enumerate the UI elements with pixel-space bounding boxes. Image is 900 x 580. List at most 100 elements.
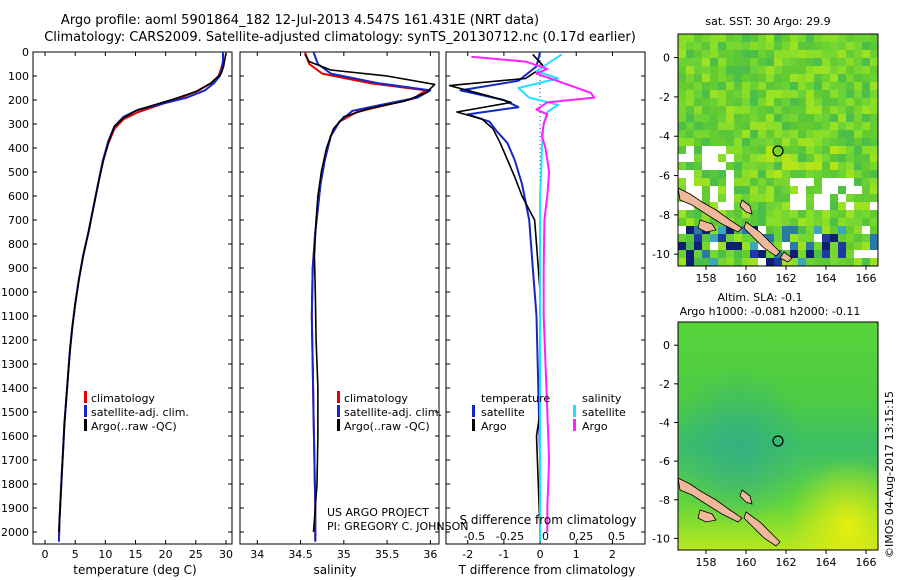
sst-cell bbox=[798, 154, 806, 162]
sst-cell bbox=[814, 178, 822, 186]
sst-cell bbox=[718, 50, 726, 58]
sst-cell bbox=[790, 106, 798, 114]
sst-cell bbox=[846, 242, 854, 250]
sst-cell bbox=[774, 138, 782, 146]
sst-cell bbox=[814, 114, 822, 122]
sst-cell bbox=[758, 50, 766, 58]
sst-cell bbox=[790, 82, 798, 90]
sst-cell bbox=[750, 34, 758, 42]
sla-map-subtitle: Argo h1000: -0.081 h2000: -0.11 bbox=[680, 305, 861, 318]
sst-cell bbox=[846, 226, 854, 234]
legend-label-t-satellite: satellite bbox=[481, 406, 525, 419]
sst-cell bbox=[718, 98, 726, 106]
sst-cell bbox=[758, 66, 766, 74]
sst-cell bbox=[830, 154, 838, 162]
sst-cell bbox=[830, 242, 838, 250]
sst-cell bbox=[798, 138, 806, 146]
sst-cell bbox=[838, 58, 846, 66]
sst-cell bbox=[750, 258, 758, 266]
sst-cell bbox=[822, 258, 830, 266]
sst-cell bbox=[718, 250, 726, 258]
sst-cell bbox=[774, 162, 782, 170]
sst-cell bbox=[862, 146, 870, 154]
sst-cell bbox=[750, 210, 758, 218]
sst-cell bbox=[846, 130, 854, 138]
sst-cell bbox=[750, 106, 758, 114]
sst-cell bbox=[774, 258, 782, 266]
sst-cell bbox=[718, 202, 726, 210]
sst-cell bbox=[726, 82, 734, 90]
sst-cell bbox=[766, 258, 774, 266]
sst-cell bbox=[750, 66, 758, 74]
sst-cell bbox=[694, 50, 702, 58]
sst-cell bbox=[838, 226, 846, 234]
latitude-label: -4 bbox=[659, 416, 670, 429]
sst-cell bbox=[830, 210, 838, 218]
sst-cell bbox=[862, 74, 870, 82]
sst-cell bbox=[766, 178, 774, 186]
header-subtitle: Climatology: CARS2009. Satellite-adjuste… bbox=[44, 30, 636, 45]
sst-cell bbox=[790, 218, 798, 226]
sst-cell bbox=[862, 186, 870, 194]
x-tick-label: 30 bbox=[219, 548, 233, 561]
sst-cell bbox=[814, 130, 822, 138]
sst-cell bbox=[774, 66, 782, 74]
sst-cell bbox=[718, 146, 726, 154]
sst-cell bbox=[758, 218, 766, 226]
island-shape bbox=[678, 187, 743, 233]
sst-cell bbox=[862, 58, 870, 66]
sst-cell bbox=[686, 58, 694, 66]
sst-cell bbox=[814, 58, 822, 66]
sst-cell bbox=[742, 58, 750, 66]
sst-cell bbox=[750, 58, 758, 66]
sst-cell bbox=[702, 162, 710, 170]
sst-cell bbox=[854, 258, 862, 266]
latitude-label: 0 bbox=[663, 339, 670, 352]
depth-tick-label: 100 bbox=[8, 70, 29, 83]
sst-cell bbox=[750, 178, 758, 186]
sst-cell bbox=[694, 74, 702, 82]
sst-cell bbox=[806, 138, 814, 146]
sst-cell bbox=[718, 170, 726, 178]
sst-cell bbox=[758, 258, 766, 266]
sst-cell bbox=[686, 106, 694, 114]
island-shape bbox=[697, 509, 717, 523]
sst-cell bbox=[766, 74, 774, 82]
sst-cell bbox=[806, 130, 814, 138]
sst-cell bbox=[742, 42, 750, 50]
sla-map-title: Altim. SLA: -0.1 bbox=[717, 291, 802, 304]
sst-cell bbox=[710, 90, 718, 98]
series-line-satellite-adj-clim- bbox=[310, 52, 432, 542]
sst-cell bbox=[870, 210, 878, 218]
sst-cell bbox=[726, 210, 734, 218]
imos-timestamp: ©IMOS 04-Aug-2017 13:15:15 bbox=[883, 391, 896, 558]
x-tick-label: 1 bbox=[573, 548, 580, 561]
sst-cell bbox=[830, 162, 838, 170]
sst-cell bbox=[854, 226, 862, 234]
sst-cell bbox=[734, 114, 742, 122]
sst-cell bbox=[734, 42, 742, 50]
sst-cell bbox=[862, 170, 870, 178]
sst-cell bbox=[718, 234, 726, 242]
sst-cell bbox=[774, 34, 782, 42]
sst-cell bbox=[790, 98, 798, 106]
sst-cell bbox=[806, 122, 814, 130]
sst-cell bbox=[862, 82, 870, 90]
series-line-climatology bbox=[303, 52, 427, 542]
temperature-legend: climatology satellite-adj. clim. Argo(..… bbox=[84, 391, 189, 433]
sst-cell bbox=[798, 170, 806, 178]
sst-cell bbox=[830, 170, 838, 178]
sst-cell bbox=[838, 34, 846, 42]
sst-cell bbox=[862, 250, 870, 258]
sst-cell bbox=[742, 66, 750, 74]
sst-cell bbox=[870, 138, 878, 146]
sst-cell bbox=[806, 98, 814, 106]
sst-cell bbox=[822, 178, 830, 186]
sst-cell bbox=[870, 98, 878, 106]
x-tick-label: 35 bbox=[337, 548, 351, 561]
sst-cell bbox=[790, 242, 798, 250]
x-tick-label: -2 bbox=[462, 548, 473, 561]
latitude-label: -6 bbox=[659, 455, 670, 468]
sst-cell bbox=[766, 66, 774, 74]
sst-cell bbox=[718, 122, 726, 130]
